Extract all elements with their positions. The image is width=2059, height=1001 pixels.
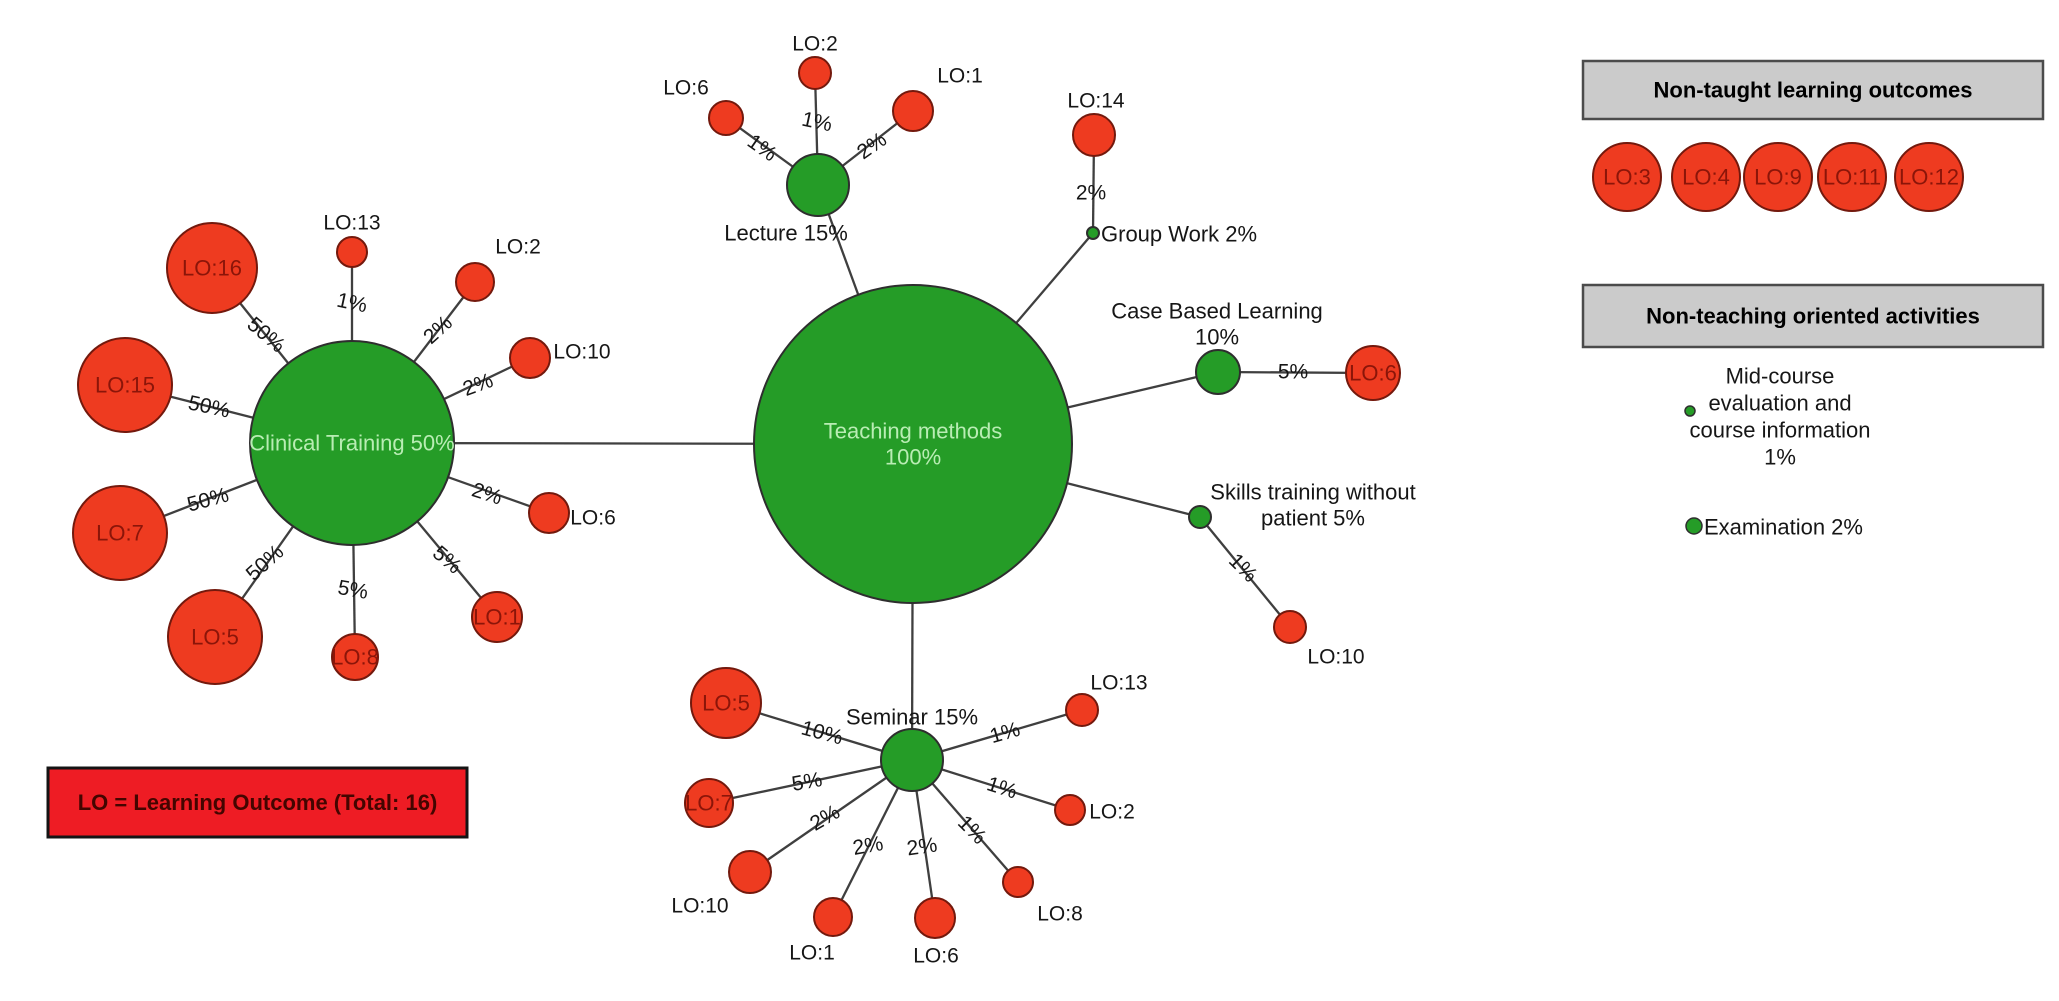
- label-seminar-lo1: LO:1: [789, 942, 835, 965]
- label-clinical-lo5: LO:5: [191, 625, 239, 650]
- edge-seminar-lo10: [749, 759, 913, 873]
- node-clinical-lo5: [167, 589, 263, 685]
- label-case-based-lo6: LO:6: [1349, 361, 1397, 386]
- label-seminar-lo8: LO:8: [1037, 903, 1083, 926]
- label-case-based-learning: 10%: [1195, 325, 1239, 350]
- label-clinical-lo1: LO:1: [473, 605, 521, 630]
- node-clinical-lo2: [455, 262, 495, 302]
- legend-label-lo-12: LO:12: [1899, 165, 1959, 190]
- label-seminar: Seminar 15%: [846, 705, 978, 730]
- node-case-based-learning: [1195, 349, 1241, 395]
- legend-label-lo-11: LO:11: [1823, 165, 1881, 190]
- legend-non-teaching-title: Non-teaching oriented activities: [1646, 304, 1980, 329]
- examination-label: Examination 2%: [1704, 515, 1863, 540]
- legend-node-lo-4: [1671, 142, 1741, 212]
- label-skills-training: patient 5%: [1261, 506, 1365, 531]
- label-lecture-lo1: LO:1: [937, 65, 983, 88]
- label-clinical-lo15: LO:15: [95, 373, 155, 398]
- node-lecture-lo1: [892, 90, 934, 132]
- legend-node-lo-11: [1817, 142, 1887, 212]
- legend-non-taught-header-box: [1581, 59, 2045, 121]
- edge-label-seminar-lo7: 5%: [790, 768, 824, 796]
- node-group-work: [1086, 226, 1100, 240]
- node-clinical-lo15: [77, 337, 173, 433]
- node-seminar-lo8: [1002, 866, 1034, 898]
- legend-node-lo-12: [1894, 142, 1964, 212]
- label-skills-lo10: LO:10: [1307, 646, 1364, 669]
- legend-node-lo-9: [1743, 142, 1813, 212]
- legend-label-lo-3: LO:3: [1603, 165, 1651, 190]
- label-seminar-lo7: LO:7: [685, 791, 733, 816]
- label-lecture-lo2: LO:2: [792, 33, 838, 56]
- edge-label-clinical-lo8: 5%: [336, 576, 370, 604]
- label-seminar-lo13: LO:13: [1090, 672, 1147, 695]
- label-clinical-lo2: LO:2: [495, 236, 541, 259]
- node-clinical-lo8: [331, 633, 379, 681]
- edge-label-case-based-lo6: 5%: [1278, 361, 1308, 384]
- edge-label-group-work-lo14: 2%: [1076, 182, 1106, 205]
- node-seminar-lo2: [1054, 794, 1086, 826]
- label-clinical-lo6: LO:6: [570, 507, 616, 530]
- node-group-work-lo14: [1072, 113, 1116, 157]
- label-seminar-lo10: LO:10: [671, 895, 728, 918]
- node-seminar-lo7: [684, 778, 734, 828]
- mid-course-evaluation-label: evaluation and: [1708, 391, 1851, 416]
- note-box: [46, 766, 469, 839]
- node-clinical-lo10: [509, 337, 551, 379]
- node-seminar-lo1: [813, 897, 853, 937]
- node-skills-training: [1188, 505, 1212, 529]
- legend-label-lo-4: LO:4: [1682, 165, 1730, 190]
- node-clinical-lo13: [336, 236, 368, 268]
- label-skills-training: Skills training without: [1210, 480, 1415, 505]
- label-group-work-lo14: LO:14: [1067, 90, 1125, 113]
- label-group-work: Group Work 2%: [1101, 222, 1257, 247]
- label-case-based-learning: Case Based Learning: [1111, 299, 1323, 324]
- mid-course-evaluation-label: 1%: [1764, 445, 1796, 470]
- legend-node-lo-3: [1592, 142, 1662, 212]
- node-lecture-lo6: [708, 100, 744, 136]
- node-clinical-training: [249, 340, 455, 546]
- mid-course-evaluation-dot: [1684, 405, 1696, 417]
- label-seminar-lo6: LO:6: [913, 945, 959, 968]
- label-seminar-lo2: LO:2: [1089, 801, 1135, 824]
- label-clinical-lo7: LO:7: [96, 521, 144, 546]
- label-seminar-lo5: LO:5: [702, 691, 750, 716]
- node-seminar-lo5: [690, 667, 762, 739]
- note-text: LO = Learning Outcome (Total: 16): [78, 790, 438, 815]
- node-seminar-lo10: [728, 850, 772, 894]
- label-lecture-lo6: LO:6: [663, 77, 709, 100]
- mid-course-evaluation-label: Mid-course: [1726, 364, 1835, 389]
- legend-non-teaching-header-box: [1581, 283, 2045, 349]
- label-clinical-training: Clinical Training 50%: [249, 431, 454, 456]
- node-seminar-lo13: [1065, 693, 1099, 727]
- label-clinical-lo8: LO:8: [331, 645, 379, 670]
- edge-seminar-lo7: [708, 758, 913, 805]
- mid-course-evaluation-label: course information: [1690, 418, 1871, 443]
- node-seminar: [880, 728, 944, 792]
- label-clinical-lo10: LO:10: [553, 341, 610, 364]
- legend-label-lo-9: LO:9: [1754, 165, 1802, 190]
- node-clinical-lo16: [166, 222, 258, 314]
- node-lecture-lo2: [798, 56, 832, 90]
- label-clinical-lo13: LO:13: [323, 212, 380, 235]
- node-clinical-lo1: [471, 591, 523, 643]
- examination-dot: [1685, 517, 1703, 535]
- edge-label-seminar-lo1: 2%: [851, 832, 885, 860]
- label-teaching-methods: 100%: [885, 445, 941, 470]
- legend-non-taught-title: Non-taught learning outcomes: [1654, 78, 1973, 103]
- node-case-based-lo6: [1345, 345, 1401, 401]
- node-skills-lo10: [1273, 610, 1307, 644]
- node-lecture: [786, 153, 850, 217]
- node-clinical-lo6: [528, 492, 570, 534]
- label-lecture: Lecture 15%: [724, 221, 848, 246]
- label-clinical-lo16: LO:16: [182, 256, 242, 281]
- edge-skills-lo10: [1199, 516, 1291, 628]
- node-teaching-methods: [753, 284, 1073, 604]
- node-seminar-lo6: [914, 897, 956, 939]
- edge-label-seminar-lo6: 2%: [905, 833, 938, 860]
- node-clinical-lo7: [72, 485, 168, 581]
- label-teaching-methods: Teaching methods: [824, 419, 1003, 444]
